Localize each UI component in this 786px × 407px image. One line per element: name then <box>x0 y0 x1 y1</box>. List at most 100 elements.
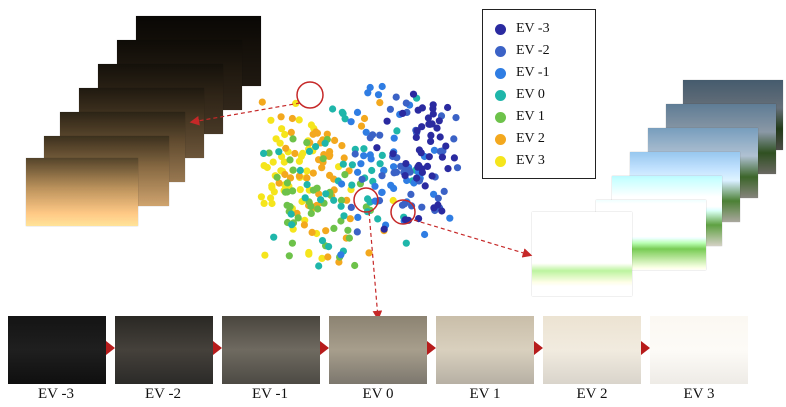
scatter-point <box>418 104 426 112</box>
dashed-arrow-to-outdoor <box>413 219 533 258</box>
scatter-point <box>348 181 356 189</box>
label-ev-0: EV 0 <box>362 386 394 402</box>
scatter-point <box>294 214 302 222</box>
scatter-point <box>378 172 386 180</box>
scatter-point <box>281 130 289 139</box>
scatter-point <box>453 164 462 172</box>
scatter-point <box>450 135 458 143</box>
scatter-point <box>418 168 426 176</box>
scatter-point <box>278 125 286 133</box>
legend-label: EV 0 <box>516 87 545 102</box>
corridor-image-ev-3 <box>650 316 748 384</box>
scatter-point <box>292 99 300 107</box>
corridor-image-ev-0 <box>329 316 427 384</box>
scatter-point <box>433 124 441 132</box>
sequence-arrow-icon <box>641 341 650 355</box>
scatter-point <box>341 171 349 179</box>
scatter-point <box>376 99 384 107</box>
legend: EV -3 EV -2 EV -1 EV 0 EV 1 EV 2 EV 3 <box>482 9 596 179</box>
scatter-point <box>321 139 329 147</box>
corridor-image-ev-2 <box>543 316 641 384</box>
scatter-point <box>360 145 368 153</box>
sequence-arrow-icon <box>213 341 222 355</box>
legend-dot <box>495 133 506 145</box>
scatter-point <box>325 152 333 160</box>
scatter-point <box>277 113 285 121</box>
scatter-point <box>287 210 295 218</box>
scatter-point <box>260 162 268 170</box>
scatter-point <box>435 117 443 125</box>
scatter-point <box>291 149 299 158</box>
scatter-point <box>295 116 303 124</box>
scatter-point <box>393 127 401 135</box>
scatter-point <box>312 143 320 151</box>
scatter-point <box>347 203 355 211</box>
scatter-point <box>314 205 322 213</box>
scatter-point <box>325 243 333 251</box>
scatter-point <box>285 252 293 260</box>
scatter-point <box>389 150 397 158</box>
scatter-point <box>308 228 316 236</box>
scatter-point <box>295 172 303 180</box>
legend-dot <box>495 67 506 79</box>
scatter-point <box>289 135 297 143</box>
scatter-point <box>283 179 291 187</box>
scatter-point <box>374 91 383 99</box>
legend-entry: EV 2 <box>495 130 545 148</box>
scatter-point <box>289 166 297 174</box>
scatter-point <box>438 207 446 215</box>
highlight-circle-right <box>390 199 416 225</box>
scatter-point <box>405 166 413 175</box>
scatter-point <box>319 155 327 163</box>
scatter-point <box>343 196 351 204</box>
scatter-point <box>390 184 398 192</box>
scatter-point <box>309 169 317 177</box>
scatter-point <box>390 134 398 142</box>
scatter-point <box>380 225 388 233</box>
label-ev-1: EV 1 <box>469 386 501 402</box>
scatter-point <box>367 155 375 163</box>
scatter-point <box>360 152 368 160</box>
corridor-image-ev-minus2 <box>115 316 213 384</box>
scatter-point <box>429 110 437 118</box>
scatter-point <box>318 237 327 245</box>
scatter-point <box>366 134 374 142</box>
scatter-point <box>281 170 289 179</box>
scatter-point <box>392 168 401 176</box>
scatter-point <box>337 196 346 204</box>
legend-label: EV -3 <box>516 21 550 36</box>
scatter-points <box>257 82 462 270</box>
scatter-point <box>307 202 315 210</box>
scatter-point <box>268 199 276 208</box>
legend-entry: EV -1 <box>495 64 550 82</box>
scatter-point <box>337 202 345 210</box>
scatter-point <box>436 133 444 141</box>
scatter-point <box>425 153 433 161</box>
scatter-point <box>360 114 369 123</box>
scatter-point <box>378 151 386 159</box>
scatter-point <box>413 174 421 182</box>
scatter-point <box>307 209 315 217</box>
scatter-point <box>260 199 268 207</box>
highlight-circle-center <box>353 187 379 213</box>
scatter-point <box>299 149 307 157</box>
scatter-point <box>270 233 278 241</box>
scatter-point <box>345 234 353 242</box>
scatter-point <box>289 187 297 195</box>
scatter-point <box>261 251 269 259</box>
scatter-point <box>452 114 460 122</box>
scatter-point <box>368 166 376 175</box>
corridor-image-ev-1 <box>436 316 534 384</box>
outdoor-image-ev-3 <box>532 212 632 296</box>
scatter-point <box>270 188 278 196</box>
scatter-point <box>281 188 289 196</box>
scatter-point <box>365 249 373 257</box>
legend-label: EV -2 <box>516 43 550 58</box>
scatter-point <box>286 156 294 164</box>
scatter-point <box>324 253 332 261</box>
scatter-point <box>273 173 281 181</box>
scatter-point <box>265 149 273 157</box>
scatter-point <box>303 167 311 175</box>
scatter-point <box>346 215 354 223</box>
